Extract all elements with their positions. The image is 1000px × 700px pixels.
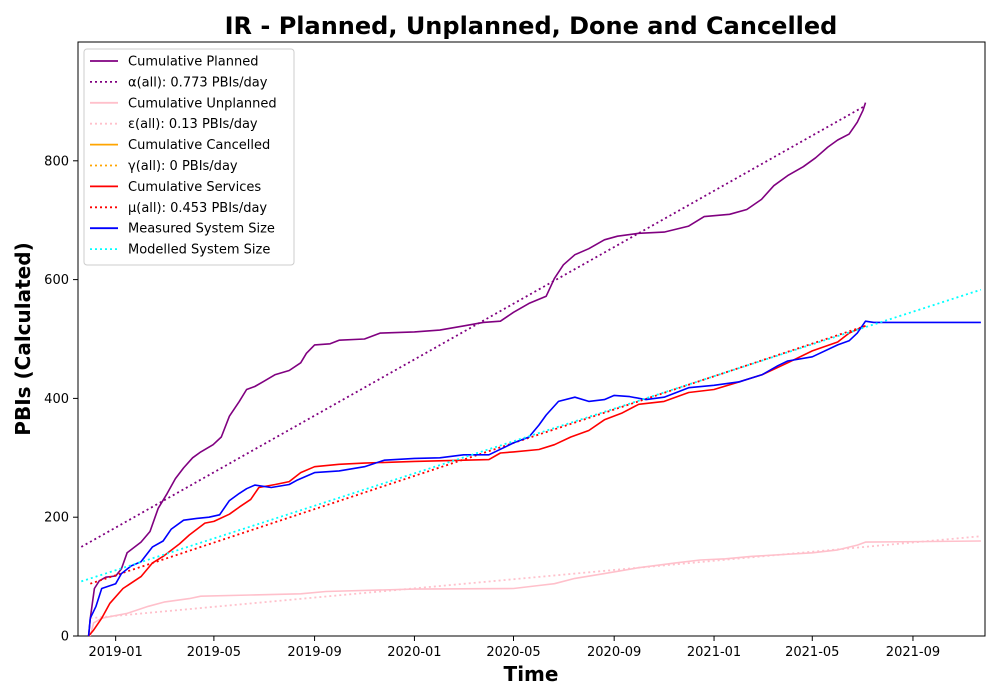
x-tick-label: 2019-09 [287,645,341,660]
legend-frame [83,48,295,266]
series-line-all-0-453-pbis-day [90,325,866,585]
legend: Cumulative Planned α(all): 0.773 PBIs/day… [83,48,295,266]
series-line-cumulative-unplanned [89,540,981,637]
legend-label: Cumulative Cancelled [128,138,270,153]
y-tick-label: 0 [61,630,69,645]
y-axis: 0 200 400 600 800 [44,154,78,645]
x-tick-label: 2020-01 [387,645,441,660]
legend-label: Cumulative Unplanned [128,96,277,111]
legend-label: Measured System Size [128,222,275,237]
x-tick-label: 2019-05 [187,645,241,660]
series-layer [80,102,982,637]
x-tick-label: 2021-05 [785,645,839,660]
y-tick-label: 200 [44,511,69,526]
series-line-cumulative-planned [87,102,867,637]
legend-label: Cumulative Services [128,180,261,195]
legend-label: Modelled System Size [128,243,270,258]
legend-label: μ(all): 0.453 PBIs/day [128,201,267,216]
y-axis-title: PBIs (Calculated) [11,242,35,435]
x-tick-label: 2020-09 [587,645,641,660]
legend-label: Cumulative Planned [128,55,258,70]
x-axis: 2019-01 2019-05 2019-09 2020-01 2020-05 2020-… [88,636,940,660]
y-tick-label: 400 [44,392,69,407]
legend-label: α(all): 0.773 PBIs/day [128,75,268,90]
y-tick-label: 600 [44,273,69,288]
legend-label: ε(all): 0.13 PBIs/day [128,117,258,132]
series-line-all-0-13-pbis-day [90,535,981,620]
x-tick-label: 2019-01 [88,645,142,660]
x-tick-label: 2021-01 [687,645,741,660]
series-line-measured-system-size [87,320,981,637]
y-tick-label: 800 [44,154,69,169]
x-axis-title: Time [504,662,559,686]
x-tick-label: 2021-09 [886,645,940,660]
legend-label: γ(all): 0 PBIs/day [128,159,238,174]
x-tick-label: 2020-05 [486,645,540,660]
chart-title: IR - Planned, Unplanned, Done and Cancel… [225,12,838,40]
